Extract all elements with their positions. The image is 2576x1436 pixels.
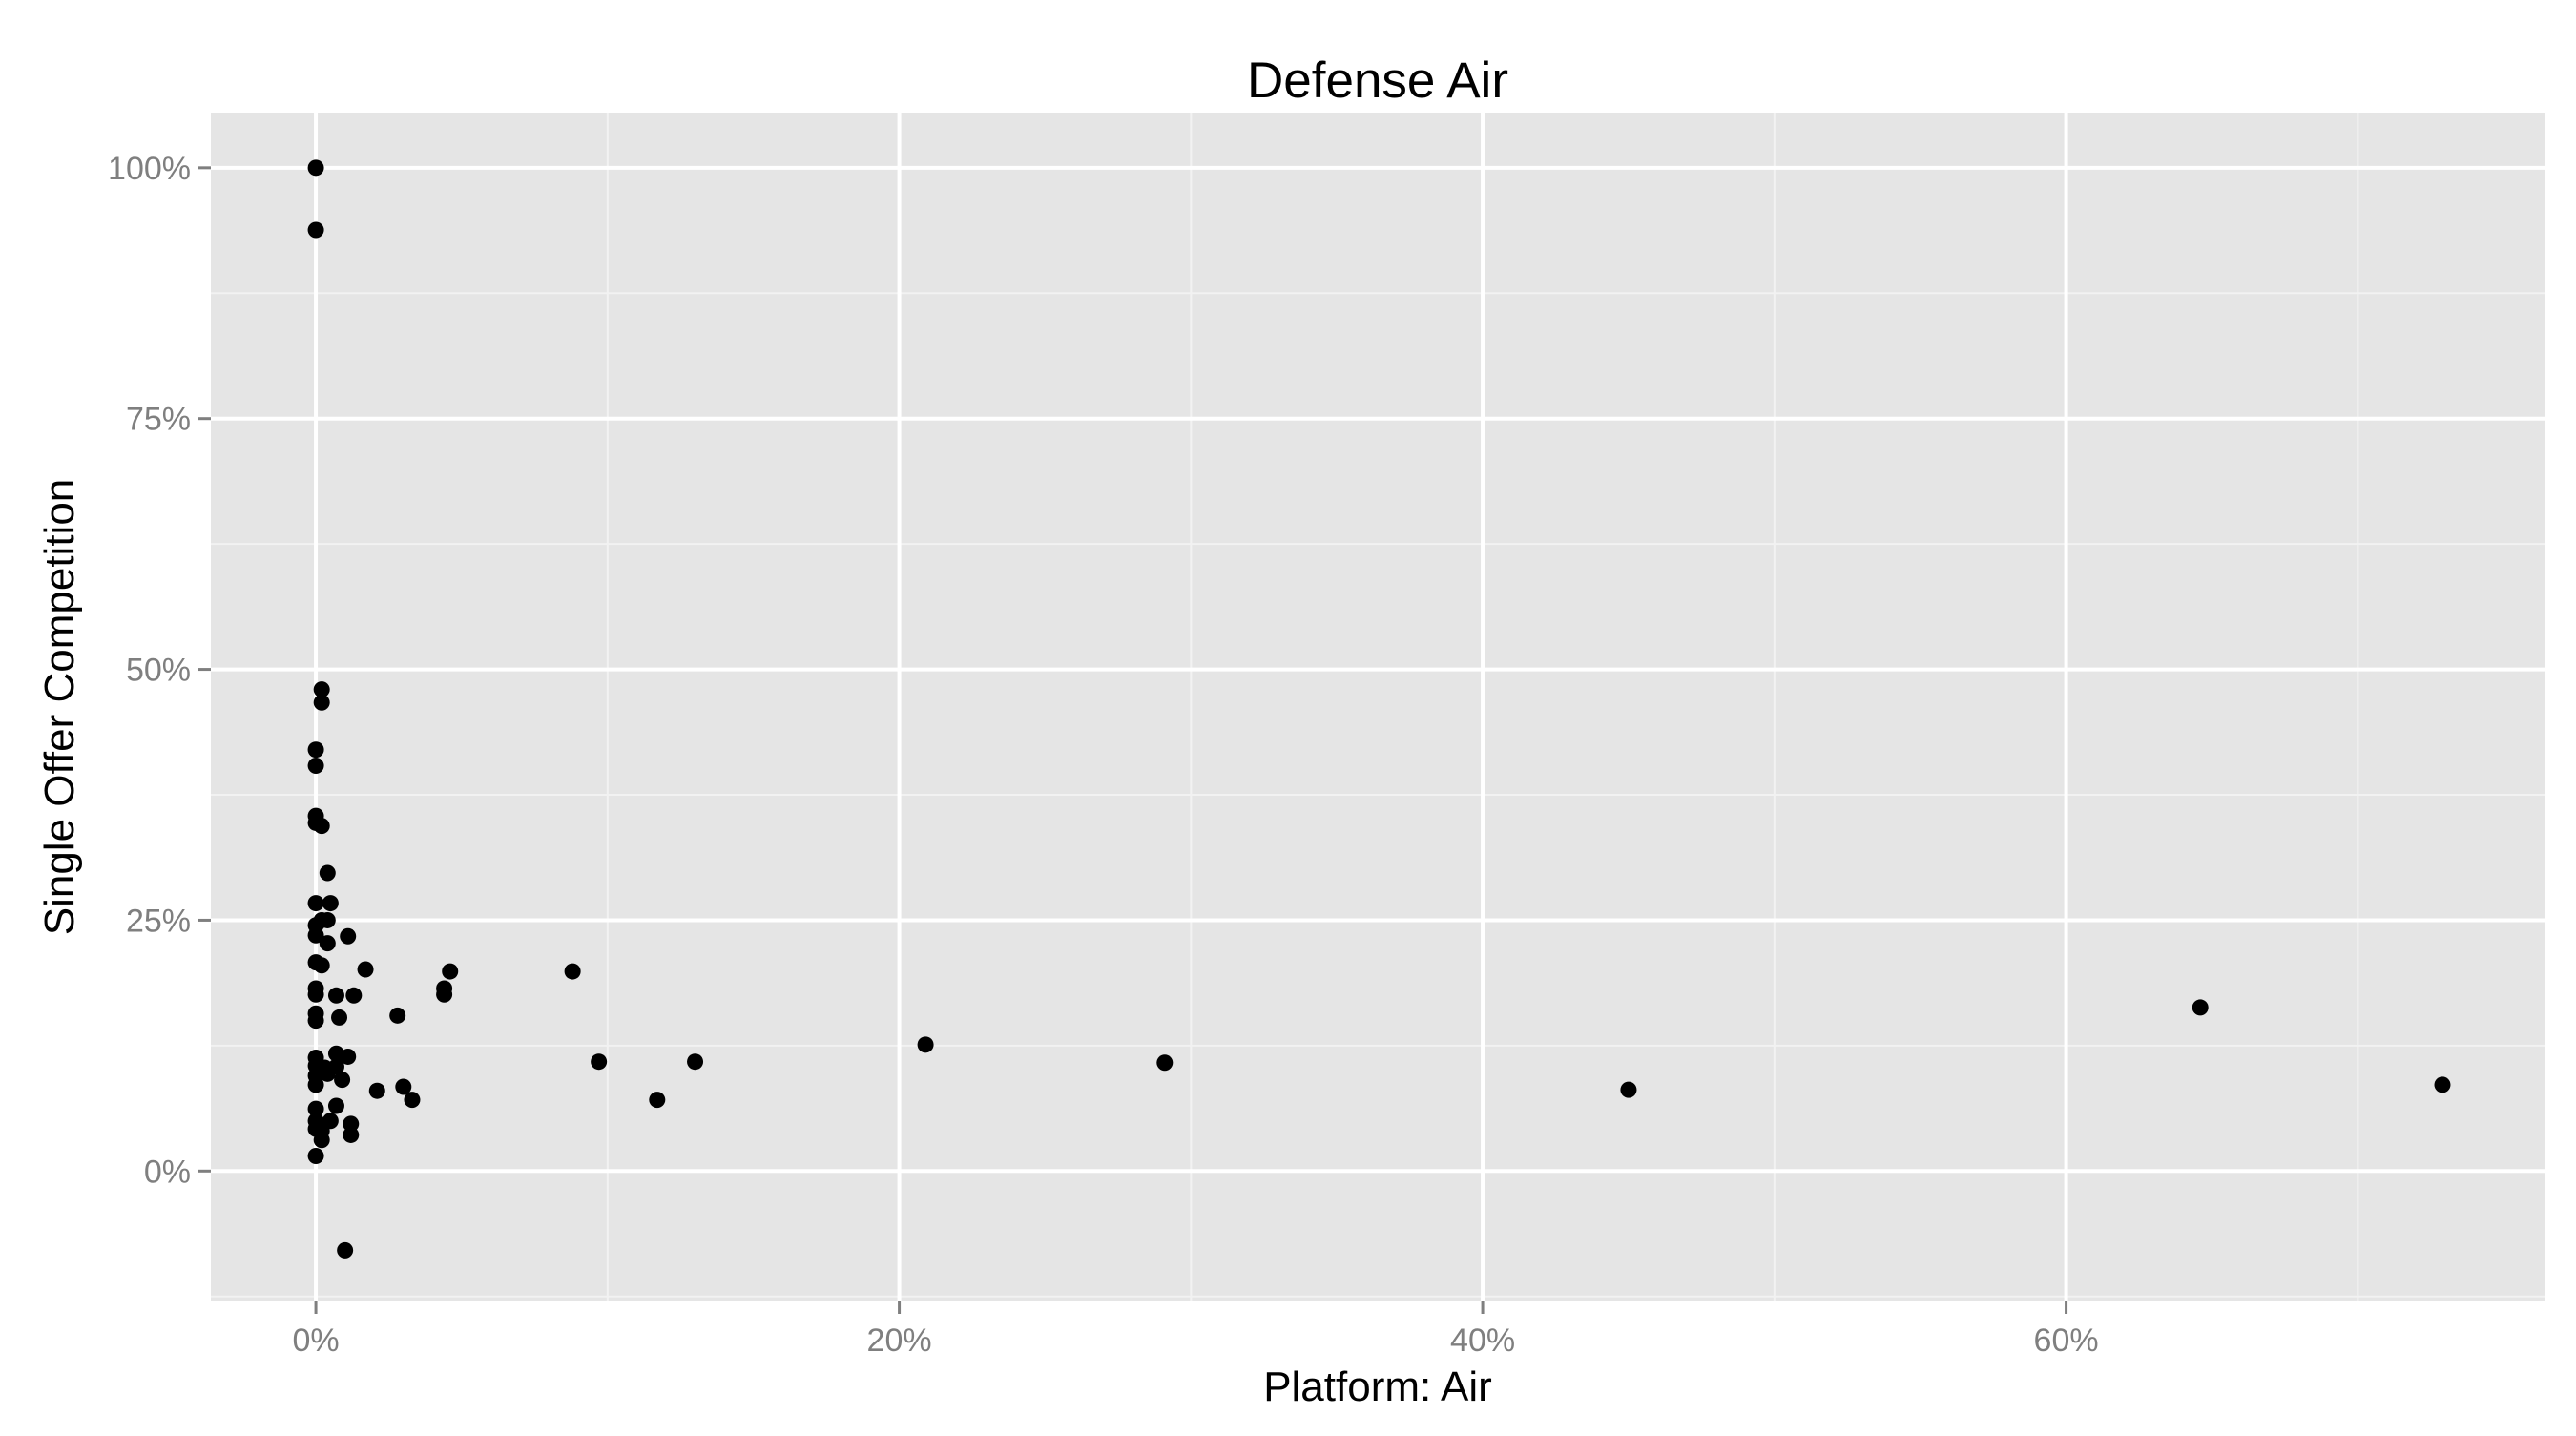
data-point [395,1078,412,1095]
data-point [1620,1081,1637,1098]
chart-title: Defense Air [1247,52,1508,109]
data-point [307,986,324,1003]
data-point [307,741,324,759]
data-point [319,864,336,882]
grid-major-lines [211,113,2545,1301]
data-point [917,1036,934,1053]
data-point [307,926,324,944]
data-point [340,1048,357,1065]
x-axis-title: Platform: Air [1263,1363,1492,1410]
panel-background [211,113,2545,1301]
data-point [442,963,459,980]
x-tick-label: 20% [867,1322,932,1359]
y-tick-label: 50% [126,653,191,689]
data-point [327,1097,344,1114]
y-axis-title: Single Offer Competition [36,479,83,936]
data-point [2434,1076,2451,1093]
data-point [313,1132,330,1149]
data-points [307,159,2451,1259]
data-point [313,957,330,974]
data-point [331,1009,348,1026]
data-point [307,159,324,177]
data-point [389,1007,406,1024]
data-point [322,895,339,912]
data-point [340,927,357,945]
y-tick-label: 75% [126,402,191,438]
data-point [649,1092,666,1109]
data-point [307,1012,324,1030]
data-point [404,1092,421,1109]
data-point [327,987,344,1004]
y-tick-label: 25% [126,903,191,939]
data-point [564,963,581,980]
data-point [319,1065,336,1082]
data-point [345,987,363,1004]
y-axis: 0% 25% 50% 75% 100% [108,151,211,1190]
data-point [307,758,324,775]
data-point [307,895,324,912]
x-tick-label: 40% [1450,1322,1515,1359]
data-point [313,681,330,698]
data-point [2192,999,2209,1016]
data-point [343,1126,360,1143]
data-point [357,961,374,978]
data-point [307,1100,324,1117]
y-tick-label: 0% [144,1154,191,1190]
x-axis: 0% 20% 40% 60% [292,1301,2099,1359]
data-point [436,986,453,1003]
data-point [687,1053,704,1071]
x-tick-label: 0% [292,1322,339,1359]
data-point [307,1148,324,1165]
y-tick-label: 100% [108,151,191,187]
data-point [337,1241,354,1259]
data-point [334,1072,351,1089]
grid-minor-lines [211,113,2545,1301]
data-point [1156,1054,1174,1072]
data-point [313,694,330,711]
data-point [307,221,324,239]
data-point [319,935,336,952]
x-tick-label: 60% [2034,1322,2099,1359]
data-point [313,818,330,835]
data-point [368,1082,385,1099]
data-point [307,1076,324,1093]
data-point [591,1053,608,1071]
